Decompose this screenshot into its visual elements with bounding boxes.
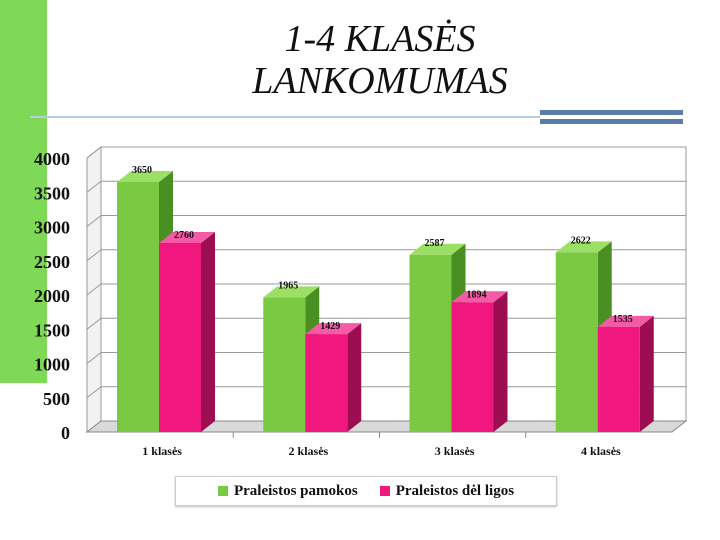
accent-bar <box>0 0 47 383</box>
data-label: 2587 <box>425 238 445 249</box>
bar <box>451 302 494 432</box>
gridline-side <box>86 386 102 399</box>
bar-side <box>639 315 654 432</box>
bar-side <box>347 323 362 432</box>
title-underline <box>30 116 540 118</box>
legend-label-series-1: Praleistos pamokos <box>233 482 358 499</box>
bar <box>555 252 598 432</box>
legend-swatch-series-1 <box>217 486 228 496</box>
bar-top <box>159 231 215 243</box>
title-line-2: LANKOMUMAS <box>252 60 508 102</box>
category-label: 2 klasės <box>289 444 329 458</box>
gridline-side <box>86 249 102 262</box>
gridline-side <box>86 215 102 227</box>
bar-top <box>305 323 362 335</box>
bar <box>263 297 306 432</box>
data-label: 3650 <box>132 165 152 176</box>
legend-label-series-2: Praleistos dėl ligos <box>395 482 515 499</box>
bar-side <box>201 231 215 432</box>
y-tick-label: 0 <box>61 423 70 443</box>
decor-stripe-bottom <box>540 119 683 124</box>
category-label: 3 klasės <box>435 444 475 458</box>
bar-top <box>597 315 654 327</box>
bar <box>117 181 159 432</box>
data-label: 1965 <box>278 280 298 291</box>
gridline-side <box>86 146 102 159</box>
y-tick-label: 2500 <box>34 252 70 272</box>
gridline-side <box>86 317 102 330</box>
title-line-1: 1-4 KLASĖS <box>284 18 476 60</box>
bar <box>597 326 640 432</box>
chart-legend: Praleistos pamokos Praleistos dėl ligos <box>175 476 557 506</box>
data-label: 2622 <box>571 235 591 246</box>
category-label: 1 klasės <box>142 444 182 458</box>
gridline-side <box>86 283 102 296</box>
legend-item-series-1: Praleistos pamokos <box>217 482 358 500</box>
data-label: 2760 <box>174 230 194 241</box>
y-tick-label: 3000 <box>34 218 70 238</box>
bar-top <box>555 241 612 253</box>
y-tick-label: 500 <box>43 389 70 409</box>
bar-top <box>117 170 173 182</box>
bar-top <box>263 286 320 298</box>
bar-top <box>451 291 508 303</box>
y-tick-label: 1000 <box>34 355 70 375</box>
gridline-side <box>86 352 102 364</box>
y-tick-label: 3500 <box>34 183 70 203</box>
category-label: 4 klasės <box>581 444 621 458</box>
bar-side <box>493 291 508 432</box>
y-tick-label: 1500 <box>34 320 70 340</box>
gridline-side <box>86 180 102 193</box>
y-tick-label: 4000 <box>34 149 70 169</box>
legend-item-series-2: Praleistos dėl ligos <box>379 482 515 500</box>
data-label: 1429 <box>320 321 340 332</box>
data-label: 1894 <box>467 289 487 300</box>
legend-swatch-series-2 <box>379 486 390 496</box>
decor-stripe-top <box>540 110 683 115</box>
bar <box>159 242 201 432</box>
bar <box>305 334 348 432</box>
data-label: 1535 <box>613 314 633 325</box>
page-title: 1-4 KLASĖS LANKOMUMAS <box>180 18 580 102</box>
bar-top <box>409 243 466 255</box>
bar <box>409 254 452 432</box>
y-tick-label: 2000 <box>34 286 70 306</box>
